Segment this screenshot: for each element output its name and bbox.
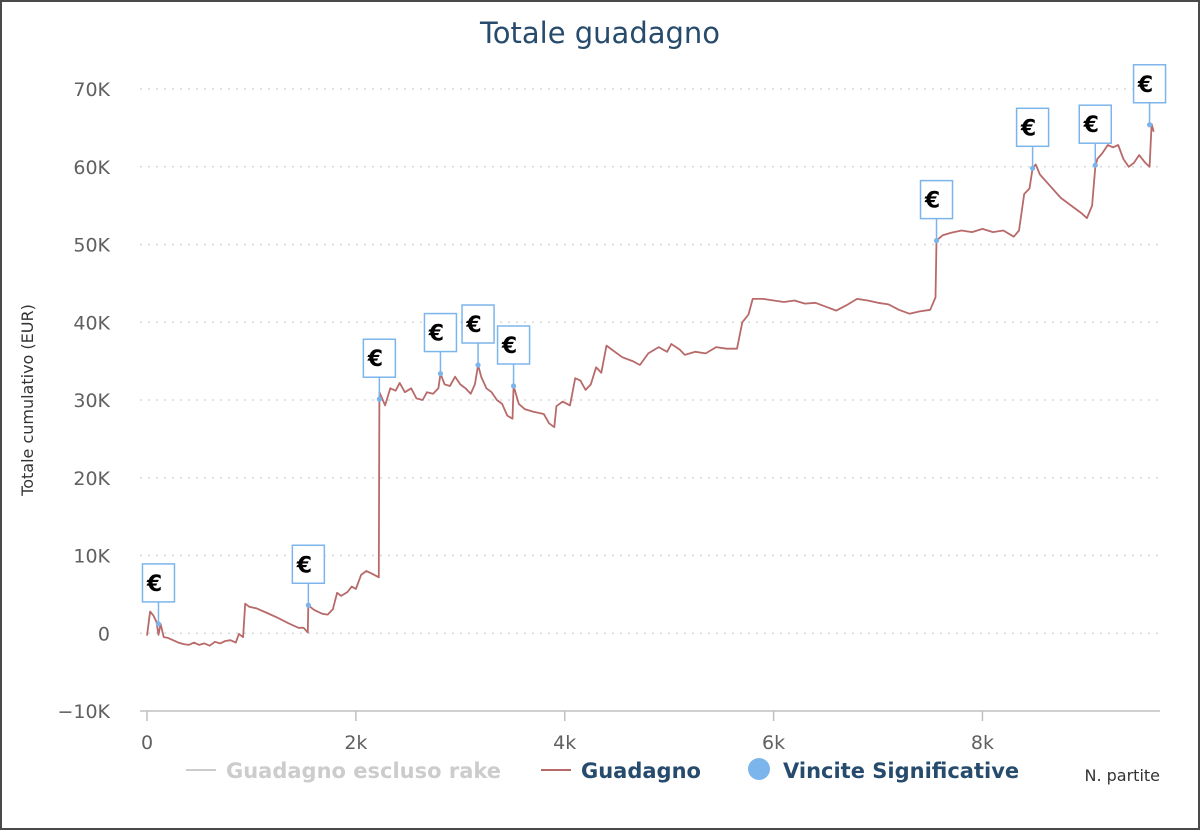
flag-box (1132, 64, 1167, 104)
flag-marker[interactable]: € (291, 544, 326, 608)
legend-label-vincite-significative: Vincite Significative (783, 759, 1019, 783)
flag-label: € (296, 553, 312, 578)
flag-marker[interactable]: € (1078, 104, 1113, 168)
y-tick-label: 10K (73, 546, 110, 568)
x-tick-label: 0 (141, 732, 153, 754)
legend-label-guadagno: Guadagno (581, 759, 701, 783)
x-axis-label: N. partite (1084, 766, 1160, 785)
flag-point (475, 362, 481, 368)
flag-marker[interactable]: € (496, 325, 531, 389)
flag-point (1029, 165, 1036, 171)
flag-box (461, 304, 495, 344)
y-tick-label: 30K (73, 390, 110, 412)
flag-box (1015, 107, 1050, 148)
x-tick-label: 2k (344, 732, 367, 754)
x-tick-label: 6k (762, 732, 785, 754)
y-tick-label: 40K (73, 312, 110, 334)
y-tick-label: 20K (73, 468, 110, 490)
series-layer (146, 123, 1155, 647)
x-tick-label: 8k (971, 732, 994, 754)
flag-label: € (1137, 73, 1153, 98)
flag-point (510, 383, 517, 389)
y-tick-label: 0 (98, 623, 110, 645)
flag-label: € (367, 347, 383, 372)
legend-item-guadagno-escluso-rake[interactable]: Guadagno escluso rake (186, 759, 501, 783)
flag-point (437, 370, 444, 377)
flag-box (362, 338, 397, 378)
y-tick-label: −10K (57, 701, 110, 723)
flag-point (305, 602, 311, 608)
chart-title: Totale guadagno (479, 16, 720, 50)
legend-item-guadagno[interactable]: Guadagno (541, 759, 701, 783)
flag-label: € (465, 313, 481, 338)
flag-marker[interactable]: € (461, 304, 495, 368)
legend-label-guadagno-escluso-rake: Guadagno escluso rake (226, 759, 501, 783)
legend-item-vincite-significative[interactable]: Vincite Significative (748, 758, 1019, 783)
flag-marker[interactable]: € (362, 338, 397, 402)
y-tick-labels: −10K 0 10K 20K 30K 40K 50K 60K 70K (57, 79, 110, 723)
flag-marker[interactable]: € (1015, 107, 1050, 171)
flag-box (496, 325, 531, 365)
flag-box (141, 563, 176, 603)
flag-box (919, 179, 954, 220)
flag-marker[interactable]: € (919, 179, 954, 244)
flag-label: € (1083, 113, 1099, 138)
flag-marker[interactable]: € (141, 563, 176, 627)
x-tick-label: 4k (553, 732, 576, 754)
flag-point (376, 396, 382, 402)
y-tick-label: 70K (73, 79, 110, 101)
flag-box (1078, 104, 1113, 144)
flag-point (155, 621, 162, 627)
flag-label: € (1020, 116, 1036, 141)
flag-label: € (501, 334, 517, 359)
y-tick-label: 60K (73, 157, 110, 179)
y-axis-label: Totale cumulativo (EUR) (18, 304, 37, 497)
flag-box (423, 312, 458, 353)
flag-label: € (146, 572, 162, 597)
flag-marker[interactable]: € (1132, 64, 1167, 128)
flag-point (1092, 162, 1098, 168)
x-axis: 0 2k 4k 6k 8k (140, 710, 1160, 754)
series-line-guadagno (146, 123, 1155, 647)
flag-point (1146, 122, 1153, 128)
y-tick-label: 50K (73, 235, 110, 257)
flags-layer: € € € € € € € € € € (141, 64, 1167, 627)
flag-box (291, 544, 326, 585)
flag-point (933, 238, 940, 244)
flag-marker[interactable]: € (423, 312, 458, 377)
legend: Guadagno escluso rake Guadagno Vincite S… (186, 758, 1019, 783)
flag-label: € (428, 322, 444, 347)
flag-label: € (924, 189, 940, 214)
